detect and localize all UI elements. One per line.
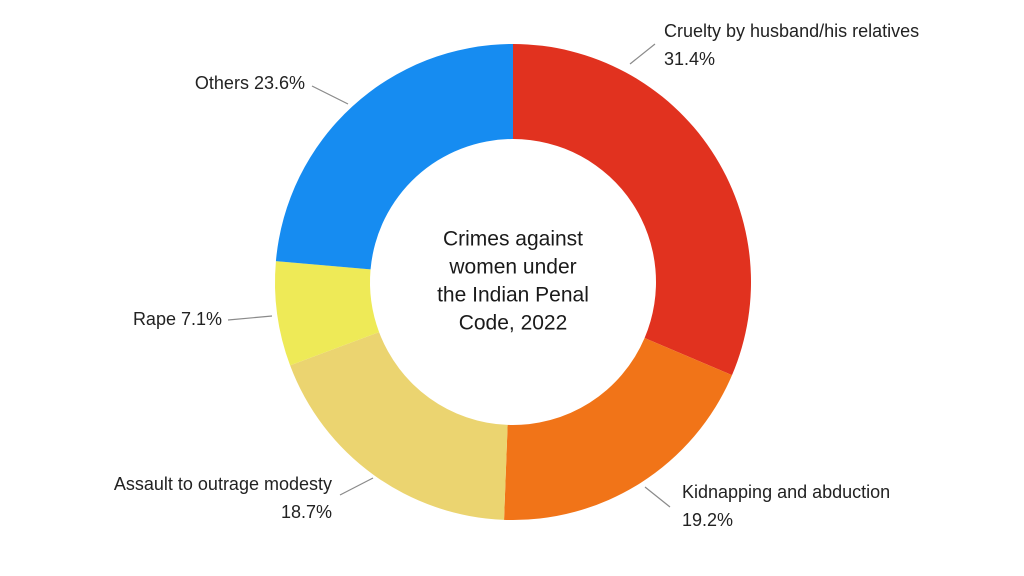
slice-label: Assault to outrage modesty <box>114 474 332 494</box>
slice-label: Others <box>195 73 249 93</box>
center-title-line: the Indian Penal <box>437 284 589 307</box>
slice-label: Kidnapping and abduction <box>682 482 890 502</box>
leader-line <box>339 477 374 496</box>
leader-line <box>644 486 671 508</box>
leader-line <box>227 315 273 321</box>
slice-value-label: 19.2% <box>682 510 733 530</box>
slice-label-group: Others 23.6% <box>195 73 305 93</box>
slice-label: Rape <box>133 309 176 329</box>
slice-value-label: 18.7% <box>281 502 332 522</box>
slice-label-group: Rape 7.1% <box>133 309 222 329</box>
donut-slice <box>513 44 752 376</box>
slice-value-label: 31.4% <box>664 49 715 69</box>
slice-label: Cruelty by husband/his relatives <box>664 21 919 41</box>
leader-line <box>311 85 349 105</box>
center-title-line: women under <box>448 256 576 279</box>
center-title-line: Crimes against <box>443 228 583 251</box>
slice-value-label: 7.1% <box>181 309 222 329</box>
leader-line <box>629 43 656 65</box>
donut-slice <box>290 332 508 520</box>
donut-slice <box>275 261 380 366</box>
slice-value-label: 23.6% <box>254 73 305 93</box>
donut-slice <box>504 337 733 520</box>
center-title-line: Code, 2022 <box>459 312 568 335</box>
donut-slice <box>275 44 513 270</box>
